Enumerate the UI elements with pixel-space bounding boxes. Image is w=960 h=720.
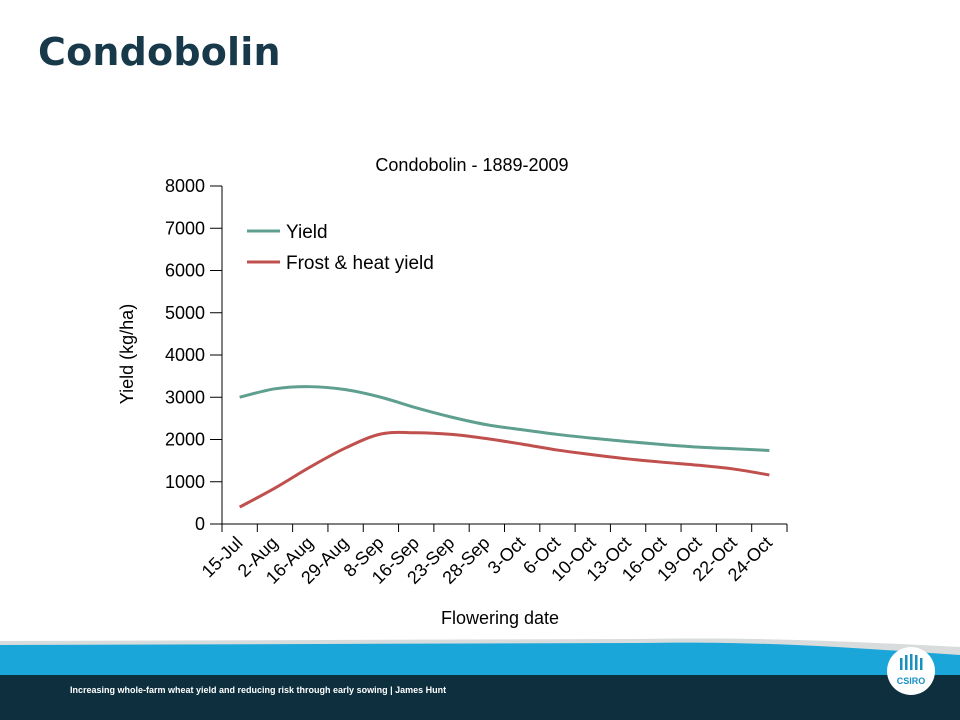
legend-label: Yield bbox=[286, 222, 328, 243]
x-axis-label: Flowering date bbox=[441, 608, 559, 628]
legend-label: Frost & heat yield bbox=[286, 253, 434, 274]
line-chart: Condobolin - 1889-2009 0 1000 2000 3000 4000… bbox=[117, 155, 788, 628]
y-tick-label: 0 bbox=[195, 514, 205, 534]
y-tick-label: 3000 bbox=[165, 387, 205, 407]
series-line-frost-heat-yield bbox=[238, 430, 770, 509]
csiro-logo-icon bbox=[887, 647, 935, 695]
y-tick-label: 7000 bbox=[165, 218, 205, 238]
chart-title: Condobolin - 1889-2009 bbox=[375, 155, 568, 175]
x-tick-label: 15-Jul bbox=[198, 533, 247, 582]
slide-title: Condobolin bbox=[38, 30, 281, 74]
y-tick-label: 6000 bbox=[165, 261, 205, 281]
y-axis: 0 1000 2000 3000 4000 5000 6000 7000 8000 bbox=[165, 176, 223, 534]
y-tick-label: 4000 bbox=[165, 345, 205, 365]
legend: Yield Frost & heat yield bbox=[247, 222, 434, 274]
footer-band bbox=[0, 638, 960, 720]
y-tick-label: 8000 bbox=[165, 176, 205, 196]
series-line-yield bbox=[239, 385, 770, 452]
x-tick-label: 3-Oct bbox=[484, 533, 529, 578]
footer-text: Increasing whole-farm wheat yield and re… bbox=[70, 685, 447, 695]
y-tick-label: 2000 bbox=[165, 430, 205, 450]
y-axis-label: Yield (kg/ha) bbox=[117, 304, 137, 404]
y-tick-label: 5000 bbox=[165, 303, 205, 323]
series-layer bbox=[238, 385, 770, 509]
logo-text: CSIRO bbox=[896, 676, 926, 686]
y-tick-label: 1000 bbox=[165, 472, 205, 492]
x-axis: 15-Jul2-Aug16-Aug29-Aug8-Sep16-Sep23-Sep… bbox=[198, 523, 788, 588]
